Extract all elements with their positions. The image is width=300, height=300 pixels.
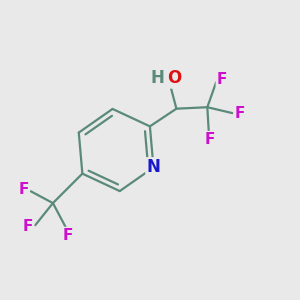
Text: F: F [23,219,33,234]
Text: F: F [62,228,73,243]
Text: H: H [151,69,165,87]
Text: F: F [18,182,29,197]
Text: O: O [167,69,182,87]
Text: N: N [147,158,160,176]
Text: F: F [235,106,245,121]
Text: F: F [217,72,227,87]
Text: F: F [205,132,215,147]
